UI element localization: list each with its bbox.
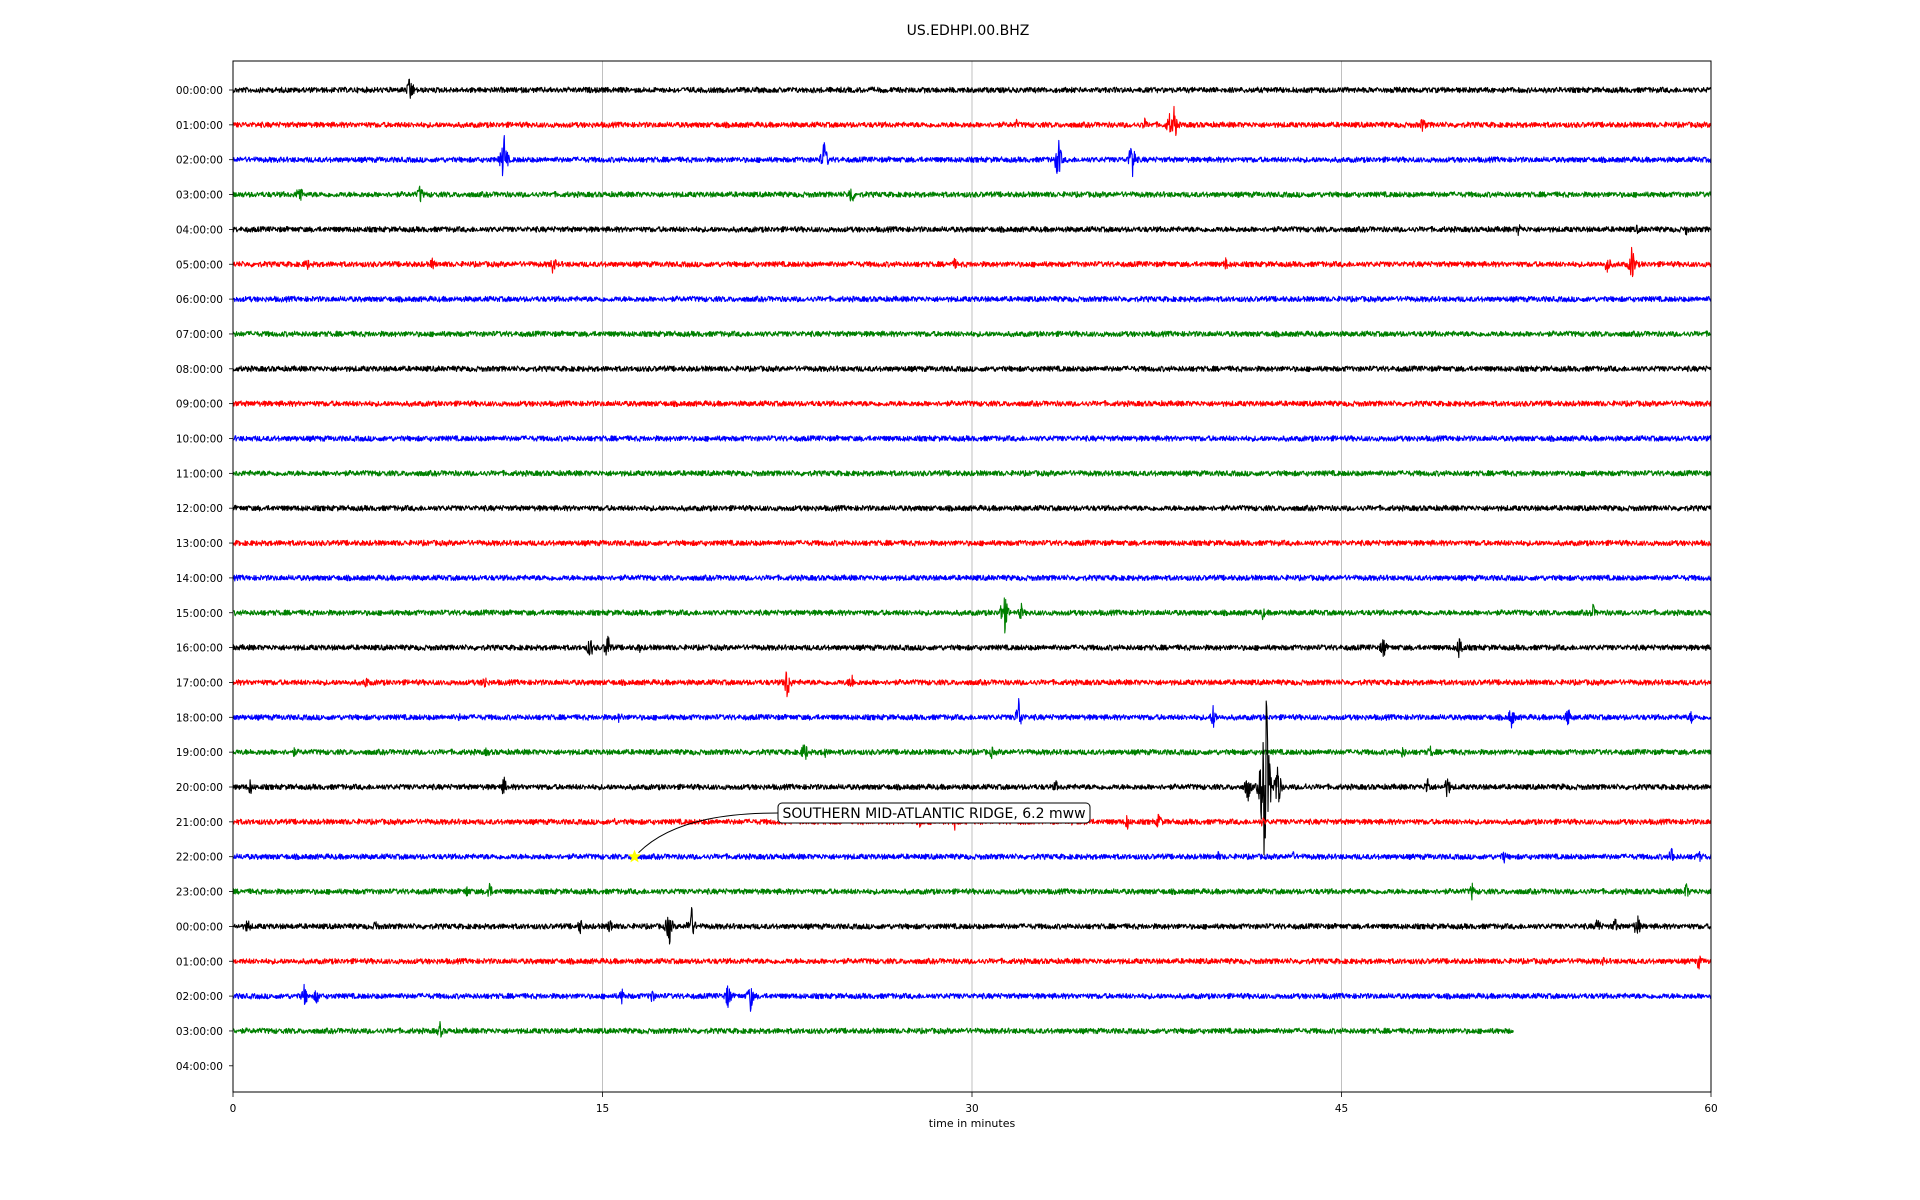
row-time-label: 04:00:00	[176, 224, 223, 236]
row-time-label: 01:00:00	[176, 120, 223, 132]
row-time-label: 08:00:00	[176, 364, 223, 376]
trace-line	[232, 744, 1712, 760]
row-time-label: 03:00:00	[176, 190, 223, 202]
x-axis-label: time in minutes	[929, 1117, 1016, 1130]
row-time-label: 17:00:00	[176, 677, 223, 689]
annotation-box	[777, 802, 1091, 824]
row-time-label: 10:00:00	[176, 434, 223, 446]
trace-line	[232, 955, 1712, 970]
trace-line	[232, 435, 1712, 443]
row-time-label: 19:00:00	[176, 747, 223, 759]
row-time-label: 03:00:00	[176, 1026, 223, 1038]
x-tick-label: 15	[596, 1103, 609, 1115]
row-time-label: 16:00:00	[176, 643, 223, 655]
trace-line	[232, 700, 1711, 856]
trace-line	[232, 365, 1712, 373]
row-time-label: 00:00:00	[176, 921, 223, 933]
trace-line	[232, 539, 1712, 547]
trace-line	[232, 105, 1712, 137]
trace-line	[232, 330, 1712, 338]
row-time-label: 04:00:00	[176, 1061, 223, 1073]
trace-line	[232, 635, 1712, 659]
event-annotation: SOUTHERN MID-ATLANTIC RIDGE, 6.2 mww	[627, 802, 1091, 863]
row-time-label: 09:00:00	[176, 399, 223, 411]
x-tick-label: 45	[1335, 1103, 1348, 1115]
row-time-label: 02:00:00	[176, 991, 223, 1003]
x-axis-ticks: 0 15 30 45 60	[230, 1092, 1718, 1115]
row-time-label: 14:00:00	[176, 573, 223, 585]
trace-line	[232, 697, 1712, 729]
trace-line	[232, 224, 1712, 237]
trace-line	[232, 504, 1712, 512]
x-tick-label: 0	[230, 1103, 237, 1115]
row-time-label: 11:00:00	[176, 468, 223, 480]
row-time-label: 15:00:00	[176, 608, 223, 620]
row-time-label: 02:00:00	[176, 155, 223, 167]
trace-line	[232, 295, 1712, 303]
row-time-label: 21:00:00	[176, 817, 223, 829]
row-time-label: 20:00:00	[176, 782, 223, 794]
trace-line	[232, 135, 1712, 178]
row-time-label: 12:00:00	[176, 503, 223, 515]
x-tick-label: 60	[1704, 1103, 1717, 1115]
row-time-label: 18:00:00	[176, 712, 223, 724]
row-time-label: 07:00:00	[176, 329, 223, 341]
trace-line	[232, 983, 1712, 1012]
plot-frame	[232, 60, 1712, 1093]
trace-line	[232, 671, 1712, 698]
row-time-label: 01:00:00	[176, 956, 223, 968]
row-time-label: 22:00:00	[176, 852, 223, 864]
trace-line	[232, 78, 1712, 99]
trace-line	[232, 469, 1712, 477]
row-time-label: 13:00:00	[176, 538, 223, 550]
trace-line	[232, 246, 1712, 278]
trace-line	[232, 882, 1712, 901]
event-star-marker	[627, 849, 642, 863]
trace-line	[232, 1020, 1514, 1038]
chart-title: US.EDHPI.00.BHZ	[907, 23, 1030, 39]
trace-line	[232, 907, 1712, 945]
trace-line	[232, 400, 1712, 408]
row-time-label: 05:00:00	[176, 259, 223, 271]
trace-line	[232, 185, 1712, 203]
trace-line	[232, 574, 1712, 582]
annotation-text: SOUTHERN MID-ATLANTIC RIDGE, 6.2 mww	[782, 806, 1085, 822]
annotation-leader-line	[638, 812, 779, 854]
row-time-label: 06:00:00	[176, 294, 223, 306]
row-time-label: 23:00:00	[176, 887, 223, 899]
x-tick-label: 30	[965, 1103, 978, 1115]
row-time-labels: 00:00:00 01:00:00 02:00:00 03:00:00 04:00:00…	[176, 85, 233, 1073]
trace-line	[232, 597, 1712, 634]
row-time-label: 00:00:00	[176, 85, 223, 97]
trace-line	[232, 847, 1712, 864]
